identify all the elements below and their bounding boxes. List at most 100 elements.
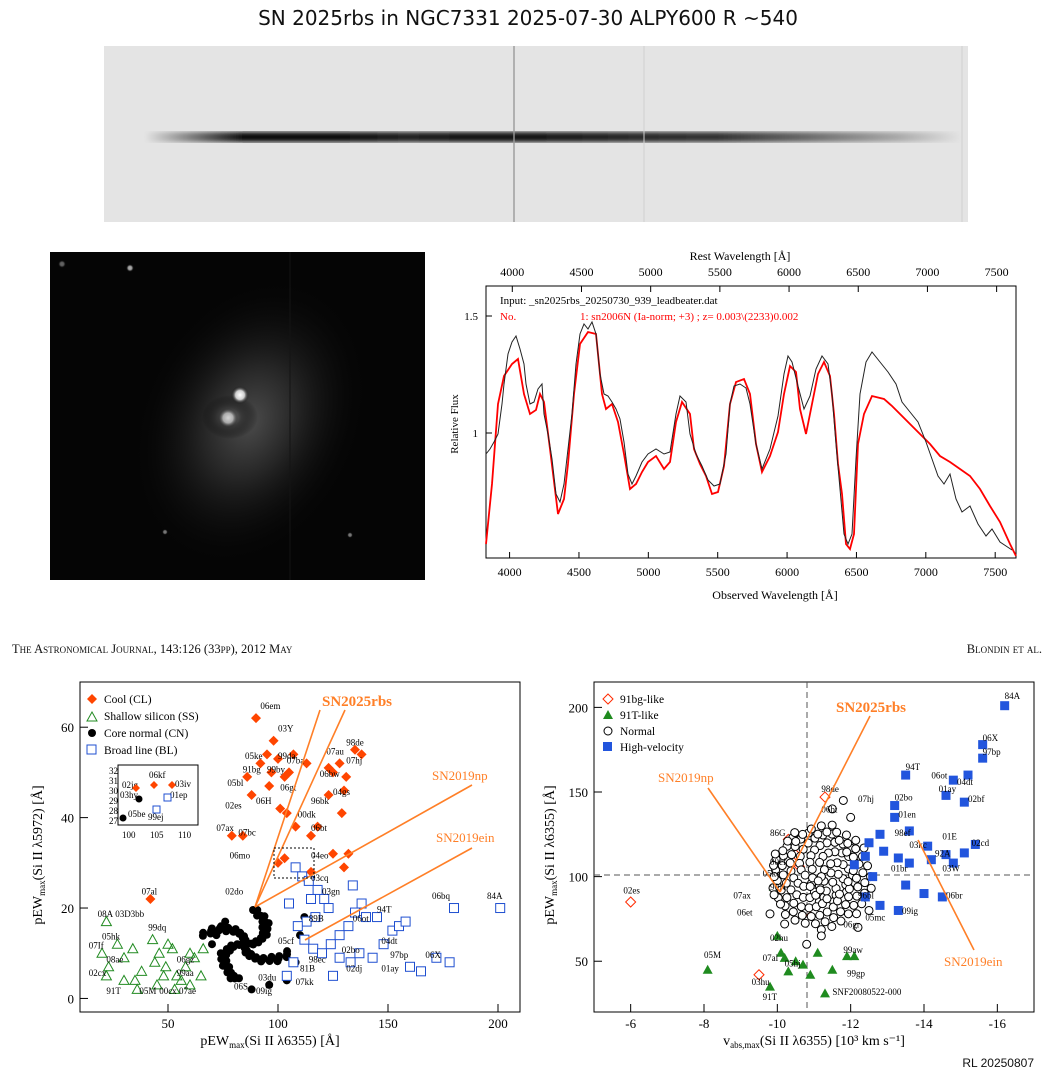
left-point-label: 06mo [230, 850, 251, 860]
left-point-label: 07ba [287, 755, 305, 765]
left-point-label: 97bp [390, 950, 409, 960]
ss-point [100, 969, 113, 981]
hv-point [948, 858, 958, 868]
normal-point [838, 795, 848, 805]
cn-point [221, 917, 230, 926]
left-point-label: 00cx [159, 986, 177, 996]
legend-cn-marker [88, 729, 96, 737]
legend-cool-marker [87, 694, 97, 704]
annot-line-2019np [254, 784, 473, 908]
normal-point [770, 849, 780, 859]
ss-point [148, 956, 161, 967]
normal-point [790, 828, 800, 838]
annot-2019np: SN2019np [432, 768, 488, 783]
spectrum-fit-graphic: Rest Wavelength [Å] 4000 4500 5000 5500 6000… [449, 249, 1017, 602]
legend-normal: Normal [620, 726, 655, 738]
hv-point [860, 892, 870, 902]
right-point-label: 03W [942, 864, 960, 874]
91t-point [842, 951, 852, 961]
left-ytick-label: 60 [61, 720, 74, 735]
normal-point [807, 864, 817, 874]
cool-point [328, 848, 338, 859]
left-point-label: 81B [300, 963, 315, 973]
right-point-label: 98de [821, 784, 839, 794]
left-point-label: 06X [425, 950, 441, 960]
inset-label: 03hy [120, 790, 139, 800]
right-ytick-label: 200 [569, 700, 589, 715]
normal-point [798, 829, 808, 839]
right-point-label: 05mc [865, 913, 885, 923]
normal-point [778, 846, 788, 856]
normal-point [815, 857, 825, 867]
right-point-label: 99aw [843, 945, 863, 955]
bl-point [361, 912, 371, 923]
normal-point [858, 868, 868, 878]
normal-point [827, 921, 837, 931]
bl-point [347, 880, 358, 891]
left-point-label: 99dq [148, 923, 167, 933]
left-xtick-label: 50 [162, 1016, 175, 1031]
right-point-label: 05ke [763, 869, 781, 879]
ss-point [162, 938, 174, 949]
left-point-label: 07bc [238, 828, 256, 838]
normal-point [846, 812, 856, 822]
cn-point [230, 971, 238, 980]
credit-text: RL 20250807 [962, 1056, 1034, 1070]
authors-header: Blondin et al. [966, 642, 1042, 656]
right-point-label: 02bo [895, 792, 914, 802]
bl-point [449, 903, 459, 914]
cn-point [227, 941, 236, 950]
normal-point [864, 905, 874, 915]
right-point-label: 00cf [770, 857, 786, 867]
hv-point [868, 872, 878, 882]
normal-point [780, 919, 790, 929]
hv-point [959, 848, 969, 858]
r-annot-line-2019np [707, 787, 781, 893]
fit-xtick-label: 5500 [706, 565, 730, 579]
normal-point [851, 835, 861, 845]
normal-point [841, 830, 851, 840]
right-ylabel: pEWmax(Si II λ6355) [Å] [542, 785, 559, 924]
normal-point [842, 847, 852, 857]
inset-label: 06kf [149, 770, 166, 780]
ss-point [170, 969, 183, 981]
bl-point [400, 916, 411, 927]
fit-xtick-top-label: 4500 [569, 265, 593, 279]
inset-label: 02jg [122, 780, 139, 790]
right-xtick-label: -10 [769, 1016, 786, 1031]
normal-point [791, 836, 801, 846]
right-point-label: 01ay [939, 784, 957, 794]
normal-point [826, 859, 836, 869]
inset-label: 99ej [148, 812, 164, 822]
cn-point [265, 957, 274, 966]
inset-xtick: 110 [178, 830, 192, 840]
normal-point [810, 919, 820, 929]
inset-ytick: 31 [109, 776, 118, 786]
legend-cool: Cool (CL) [104, 694, 152, 706]
legend-hv: High-velocity [620, 742, 684, 754]
legend-91bg-marker [602, 693, 614, 705]
cool-point [339, 862, 349, 873]
hv-point [893, 905, 903, 915]
hv-point [941, 850, 951, 860]
right-point-label: 04dt [957, 777, 974, 787]
ss-point [159, 960, 172, 972]
ss-point [131, 983, 144, 994]
normal-point [786, 885, 796, 895]
normal-point [806, 911, 816, 921]
left-point-label: 02bo [342, 945, 361, 955]
cool-point [328, 767, 338, 778]
bl-point [378, 939, 389, 950]
cn-point [212, 931, 221, 940]
normal-point [816, 931, 826, 941]
91t-point [772, 930, 783, 940]
inset-ytick: 32 [109, 766, 118, 776]
normal-point [797, 910, 807, 920]
normal-point [832, 827, 842, 837]
91t-point [827, 964, 838, 974]
normal-point [836, 907, 846, 917]
ss-point [118, 974, 130, 985]
left-point-label: 91bg [243, 764, 261, 774]
galaxy-image [50, 252, 425, 580]
inset-ytick: 28 [109, 806, 119, 816]
